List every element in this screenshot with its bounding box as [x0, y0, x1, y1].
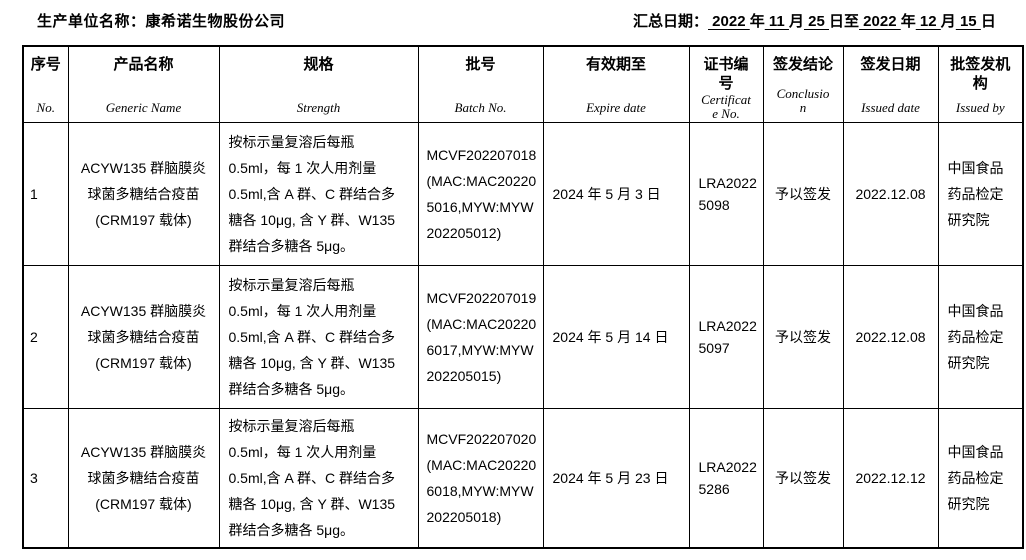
- cell-issued-by: 中国食品 药品检定 研究院: [937, 407, 1024, 549]
- producer-value: 康希诺生物股份公司: [145, 13, 286, 30]
- table-row: 2 ACYW135 群脑膜炎 球菌多糖结合疫苗 (CRM197 载体) 按标示量…: [22, 264, 1024, 409]
- col-header-issued-date-en: Issued date: [861, 100, 920, 116]
- col-header-generic-name: 产品名称 Generic Name: [67, 45, 220, 123]
- cell-generic-name: ACYW135 群脑膜炎 球菌多糖结合疫苗 (CRM197 载体): [67, 121, 220, 266]
- col-header-strength: 规格 Strength: [218, 45, 419, 123]
- cell-issued-date: 2022.12.08: [842, 264, 939, 409]
- col-header-strength-zh: 规格: [303, 56, 334, 74]
- date-sep: 日: [980, 13, 996, 30]
- col-header-strength-en: Strength: [296, 100, 341, 116]
- cell-strength: 按标示量复溶后每瓶 0.5ml，每 1 次人用剂量 0.5ml,含 A 群、C …: [218, 407, 419, 549]
- cell-expire-date: 2024 年 5 月 3 日: [542, 121, 690, 266]
- table-row: 1 ACYW135 群脑膜炎 球菌多糖结合疫苗 (CRM197 载体) 按标示量…: [22, 121, 1024, 266]
- cell-certificate-no: LRA2022 5097: [688, 264, 764, 409]
- col-header-generic-name-en: Generic Name: [105, 100, 182, 116]
- col-header-generic-name-zh: 产品名称: [113, 56, 174, 74]
- summary-day-end: 15: [955, 13, 981, 30]
- date-sep: 日至: [829, 13, 860, 30]
- summary-year-start: 2022: [708, 13, 750, 30]
- cell-conclusion: 予以签发: [762, 121, 844, 266]
- col-header-certificate-no: 证书编号 Certificate No.: [688, 45, 764, 123]
- col-header-expire-date-en: Expire date: [586, 100, 646, 116]
- date-sep: 月: [940, 13, 956, 30]
- col-header-batch-no: 批号 Batch No.: [417, 45, 544, 123]
- col-header-no-en: No.: [36, 100, 55, 116]
- summary-month-start: 11: [764, 13, 789, 30]
- col-header-certificate-no-en: Certificate No.: [701, 92, 751, 122]
- cell-batch-no: MCVF202207019 (MAC:MAC20220 6017,MYW:MYW…: [417, 264, 544, 409]
- cell-issued-by: 中国食品 药品检定 研究院: [937, 121, 1024, 266]
- col-header-issued-by: 批签发机构 Issued by: [937, 45, 1024, 123]
- producer-label: 生产单位名称：: [37, 13, 146, 30]
- col-header-issued-by-en: Issued by: [955, 100, 1005, 116]
- col-header-conclusion-en: Conclusion: [776, 86, 830, 116]
- col-header-certificate-no-zh: 证书编号: [703, 56, 749, 93]
- summary-month-end: 12: [915, 13, 941, 30]
- date-sep: 月: [788, 13, 804, 30]
- col-header-no: 序号 No.: [22, 45, 69, 123]
- cell-issued-date: 2022.12.08: [842, 121, 939, 266]
- table-row: 3 ACYW135 群脑膜炎 球菌多糖结合疫苗 (CRM197 载体) 按标示量…: [22, 407, 1024, 549]
- table-header-row: 序号 No. 产品名称 Generic Name 规格 Strength 批号 …: [22, 45, 1024, 123]
- date-sep: 年: [900, 13, 916, 30]
- cell-generic-name: ACYW135 群脑膜炎 球菌多糖结合疫苗 (CRM197 载体): [67, 407, 220, 549]
- col-header-no-zh: 序号: [30, 56, 61, 74]
- cell-issued-date: 2022.12.12: [842, 407, 939, 549]
- cell-strength: 按标示量复溶后每瓶 0.5ml，每 1 次人用剂量 0.5ml,含 A 群、C …: [218, 121, 419, 266]
- cell-batch-no: MCVF202207018 (MAC:MAC20220 5016,MYW:MYW…: [417, 121, 544, 266]
- col-header-issued-date-zh: 签发日期: [860, 56, 921, 74]
- summary-date-label: 汇总日期：: [633, 13, 709, 30]
- col-header-conclusion: 签发结论 Conclusion: [762, 45, 844, 123]
- col-header-batch-no-en: Batch No.: [454, 100, 507, 116]
- col-header-expire-date-zh: 有效期至: [585, 56, 646, 74]
- cell-expire-date: 2024 年 5 月 23 日: [542, 407, 690, 549]
- col-header-batch-no-zh: 批号: [465, 56, 496, 74]
- cell-strength: 按标示量复溶后每瓶 0.5ml，每 1 次人用剂量 0.5ml,含 A 群、C …: [218, 264, 419, 409]
- producer-name-line: 生产单位名称：康希诺生物股份公司: [37, 10, 285, 31]
- cell-generic-name: ACYW135 群脑膜炎 球菌多糖结合疫苗 (CRM197 载体): [67, 264, 220, 409]
- cell-row-no: 3: [22, 407, 69, 549]
- summary-date-line: 汇总日期： 2022 年 11 月 25 日至 2022 年 12 月 15 日: [633, 10, 996, 31]
- col-header-issued-date: 签发日期 Issued date: [842, 45, 939, 123]
- summary-year-end: 2022: [859, 13, 901, 30]
- date-sep: 年: [749, 13, 765, 30]
- col-header-conclusion-zh: 签发结论: [772, 56, 833, 74]
- cell-expire-date: 2024 年 5 月 14 日: [542, 264, 690, 409]
- cell-certificate-no: LRA2022 5286: [688, 407, 764, 549]
- col-header-expire-date: 有效期至 Expire date: [542, 45, 690, 123]
- col-header-issued-by-zh: 批签发机构: [950, 56, 1011, 93]
- cell-batch-no: MCVF202207020 (MAC:MAC20220 6018,MYW:MYW…: [417, 407, 544, 549]
- cell-certificate-no: LRA2022 5098: [688, 121, 764, 266]
- summary-day-start: 25: [803, 13, 829, 30]
- cell-row-no: 2: [22, 264, 69, 409]
- release-summary-table: 序号 No. 产品名称 Generic Name 规格 Strength 批号 …: [22, 45, 1024, 549]
- cell-conclusion: 予以签发: [762, 264, 844, 409]
- cell-issued-by: 中国食品 药品检定 研究院: [937, 264, 1024, 409]
- document-header: 生产单位名称：康希诺生物股份公司 汇总日期： 2022 年 11 月 25 日至…: [0, 0, 1026, 45]
- cell-row-no: 1: [22, 121, 69, 266]
- cell-conclusion: 予以签发: [762, 407, 844, 549]
